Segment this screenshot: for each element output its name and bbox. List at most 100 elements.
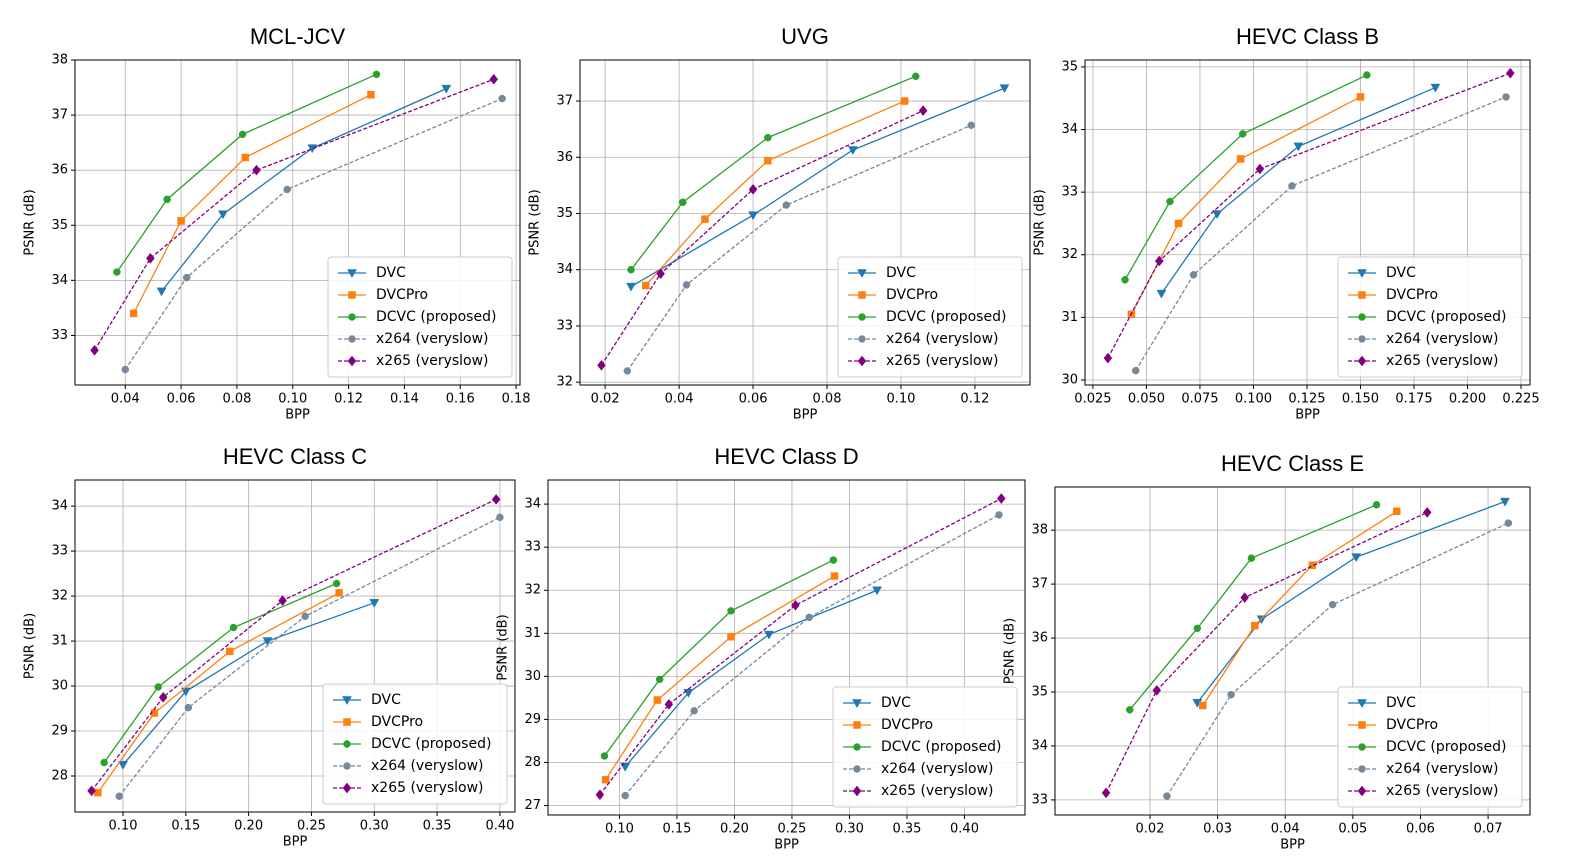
y-axis-label: PSNR (dB)	[23, 613, 38, 679]
marker	[627, 265, 635, 274]
marker	[348, 335, 356, 343]
panel: HEVC Class B 0.025 0.050 0.075 0.100 0.125 0.1…	[1033, 24, 1540, 423]
x-tick-label: 0.125	[1288, 392, 1325, 407]
chart-title: HEVC Class C	[223, 444, 367, 469]
marker	[1502, 93, 1510, 101]
x-tick-label: 0.04	[111, 392, 140, 407]
marker	[764, 156, 772, 165]
x-tick-label: 0.04	[1271, 822, 1300, 837]
marker	[853, 743, 861, 751]
legend: DVC DVCPro DCVC (proposed) x264 (veryslow) x…	[327, 256, 513, 378]
legend-label: DVC	[1386, 695, 1416, 711]
y-tick-label: 36	[1031, 631, 1048, 646]
legend-label: x265 (veryslow)	[376, 353, 489, 369]
y-tick-label: 29	[524, 712, 541, 727]
marker	[1505, 67, 1515, 79]
y-tick-label: 34	[1061, 122, 1078, 137]
marker	[1256, 615, 1267, 625]
series-line	[645, 100, 905, 286]
legend-label: DCVC (proposed)	[886, 309, 1006, 325]
marker	[872, 586, 883, 596]
legend-label: x265 (veryslow)	[371, 780, 484, 796]
y-axis-label: PSNR (dB)	[23, 189, 38, 255]
marker	[342, 696, 352, 706]
legend-box	[832, 686, 1018, 808]
x-tick-label: 0.16	[446, 392, 475, 407]
y-tick-label: 35	[1061, 59, 1078, 74]
y-tick-label: 37	[556, 94, 573, 109]
marker	[623, 367, 632, 375]
x-tick-label: 0.10	[278, 392, 307, 407]
marker	[664, 698, 674, 710]
marker	[1363, 71, 1371, 79]
legend-label: DCVC (proposed)	[881, 739, 1001, 755]
marker	[853, 721, 861, 729]
marker	[1358, 313, 1366, 321]
marker	[146, 252, 155, 264]
marker	[332, 579, 341, 588]
x-axis-label: BPP	[1295, 408, 1320, 423]
y-tick-label: 31	[51, 634, 68, 649]
marker	[238, 130, 247, 139]
chart-title: HEVC Class D	[714, 444, 858, 469]
marker	[679, 198, 687, 207]
x-axis-label: BPP	[285, 408, 310, 423]
x-tick-label: 0.15	[171, 819, 200, 834]
series-line	[626, 124, 972, 372]
marker	[1239, 130, 1247, 138]
marker	[1121, 276, 1129, 284]
x-tick-label: 0.40	[950, 822, 979, 837]
legend-label: DCVC (proposed)	[1386, 309, 1506, 325]
y-tick-label: 31	[1061, 310, 1078, 325]
y-axis-label: PSNR (dB)	[528, 189, 543, 255]
marker	[87, 785, 96, 797]
legend-label: x264 (veryslow)	[376, 331, 489, 347]
marker	[241, 153, 250, 162]
marker	[1236, 155, 1245, 163]
marker	[1156, 289, 1167, 299]
series-line	[1124, 74, 1368, 281]
y-tick-label: 36	[556, 150, 573, 165]
marker	[94, 788, 102, 797]
marker	[441, 84, 452, 94]
marker	[1358, 721, 1366, 729]
marker	[1166, 197, 1174, 206]
panel: HEVC Class D 0.10 0.15 0.20 0.25 0.30 0.35 0.40…	[496, 444, 1026, 853]
marker	[129, 309, 138, 318]
y-tick-label: 34	[51, 499, 68, 514]
legend-label: x264 (veryslow)	[371, 758, 484, 774]
marker	[335, 589, 343, 597]
x-tick-label: 0.02	[1136, 822, 1165, 837]
marker	[1125, 706, 1134, 714]
marker	[372, 70, 381, 79]
chart-title: HEVC Class E	[1221, 451, 1364, 476]
marker	[307, 144, 318, 154]
x-tick-label: 0.12	[960, 392, 989, 407]
series-line	[1107, 72, 1511, 359]
x-tick-label: 0.200	[1449, 392, 1486, 407]
legend-box	[1337, 256, 1523, 378]
marker	[791, 599, 800, 611]
panel: UVG 0.02 0.04 0.06 0.08 0.10 0.12 32 33 34 35 36 37 B…	[528, 24, 1031, 423]
x-tick-label: 0.14	[390, 392, 419, 407]
plot-frame	[1084, 59, 1531, 386]
marker	[1198, 701, 1207, 710]
y-tick-label: 32	[51, 589, 68, 604]
y-tick-label: 35	[1031, 685, 1048, 700]
x-tick-label: 0.30	[835, 822, 864, 837]
chart-title: HEVC Class B	[1236, 24, 1379, 49]
legend-label: DVC	[1386, 265, 1416, 281]
x-tick-label: 0.25	[297, 819, 326, 834]
series-line	[605, 575, 835, 781]
legend: DVC DVCPro DCVC (proposed) x264 (veryslow) x…	[322, 683, 508, 805]
marker	[900, 97, 909, 105]
y-tick-label: 38	[1031, 523, 1048, 538]
marker	[1393, 507, 1401, 516]
marker	[1212, 210, 1222, 220]
series-line	[118, 516, 501, 797]
y-tick-label: 34	[556, 262, 573, 277]
marker	[847, 146, 858, 155]
x-tick-label: 0.06	[1406, 822, 1435, 837]
legend-label: DVC	[376, 265, 406, 281]
series-line	[124, 97, 503, 370]
